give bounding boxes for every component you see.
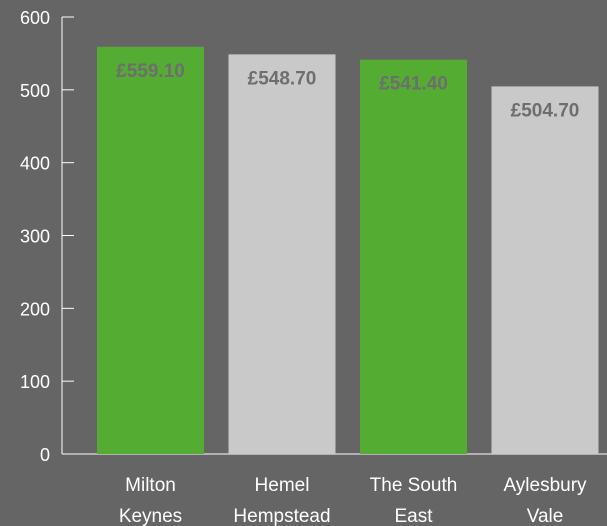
x-category-label: The South East: [370, 475, 458, 526]
x-category-label-line: East: [394, 506, 433, 526]
bar: [491, 86, 599, 455]
bar-value-label: £504.70: [511, 100, 580, 121]
bar-value-label: £541.40: [379, 74, 448, 95]
y-tick-label: 600: [20, 8, 50, 28]
x-category-label: Aylesbury Vale: [503, 475, 587, 526]
x-category-label: Milton Keynes: [119, 475, 182, 526]
x-category-label-line: The South: [370, 475, 458, 496]
y-tick-label: 400: [20, 154, 50, 174]
y-tick-label: 300: [20, 227, 50, 247]
value-labels: £559.10 £548.70 £541.40 £504.70: [116, 61, 579, 122]
bar: [97, 46, 204, 455]
x-category-label: Hemel Hempstead: [233, 475, 330, 526]
bar-value-label: £548.70: [248, 68, 317, 89]
y-tick-label: 500: [20, 81, 50, 101]
x-axis-labels: Milton Keynes Hemel Hempstead The South East A…: [119, 475, 587, 526]
bars: [97, 46, 599, 455]
x-category-label-line: Hempstead: [233, 506, 330, 526]
x-category-label-line: Hemel: [255, 475, 310, 496]
y-axis: 0 100 200 300 400 500 600: [20, 8, 607, 465]
x-category-label-line: Milton: [125, 475, 176, 496]
y-tick-label: 0: [40, 445, 50, 465]
bar: [228, 54, 336, 455]
x-category-label-line: Vale: [527, 506, 564, 526]
x-category-label-line: Aylesbury: [503, 475, 587, 496]
bar: [360, 59, 467, 455]
y-tick-label: 200: [20, 299, 50, 319]
bar-value-label: £559.10: [116, 61, 185, 82]
y-tick-label: 100: [20, 372, 50, 392]
x-category-label-line: Keynes: [119, 506, 182, 526]
